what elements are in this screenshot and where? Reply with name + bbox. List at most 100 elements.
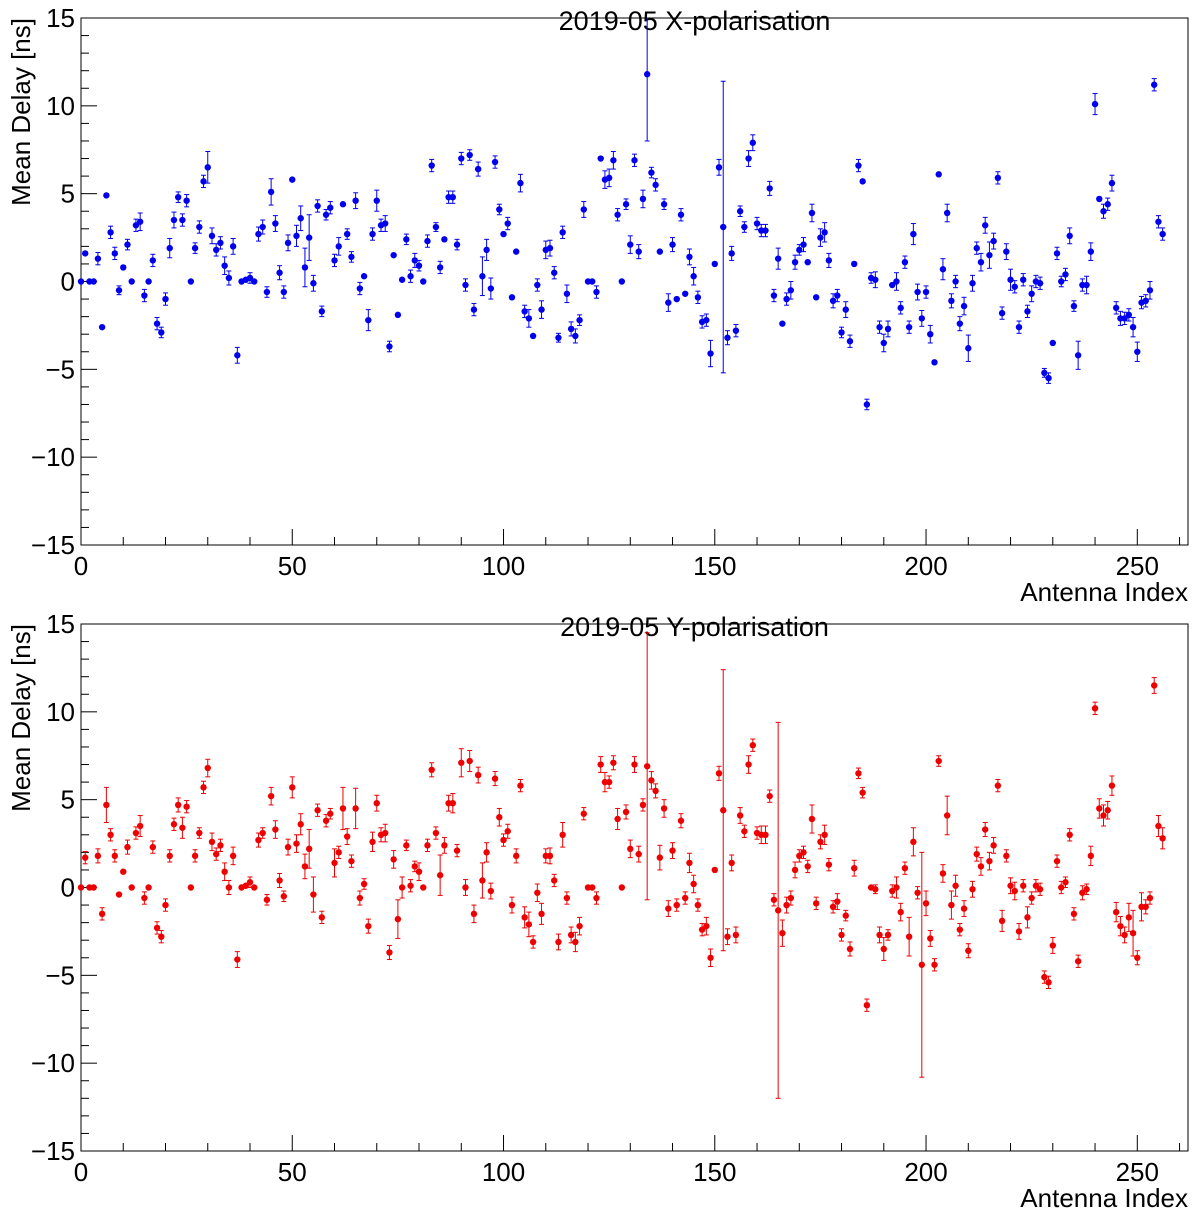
data-point (1125, 311, 1133, 319)
data-point (158, 329, 165, 336)
data-point (660, 805, 668, 812)
data-point (927, 331, 934, 338)
data-point (191, 852, 199, 860)
data-point (373, 197, 380, 204)
data-point (115, 891, 123, 898)
data-point (487, 285, 495, 292)
data-point (732, 327, 740, 334)
data-point (948, 901, 955, 909)
data-point (766, 185, 773, 192)
data-point (521, 914, 528, 921)
data-point (111, 852, 119, 860)
data-point (652, 787, 659, 795)
data-point (808, 815, 816, 823)
data-point (855, 162, 862, 169)
data-point (259, 223, 266, 231)
data-point (496, 814, 503, 821)
data-point (474, 165, 482, 173)
data-point (115, 287, 123, 294)
data-point (905, 933, 913, 940)
data-point (656, 854, 664, 861)
data-point (217, 842, 224, 849)
data-point (1045, 374, 1052, 382)
data-point (1129, 323, 1137, 331)
data-point (1062, 271, 1069, 278)
data-point (576, 316, 583, 324)
data-point (487, 887, 495, 895)
data-point (787, 894, 795, 902)
data-point (576, 922, 583, 930)
data-point (1070, 910, 1078, 918)
data-point (998, 309, 1006, 317)
data-point (82, 250, 89, 257)
data-point (720, 223, 727, 231)
data-point (863, 401, 871, 408)
data-point (441, 236, 448, 243)
y-tick-label: 0 (61, 873, 75, 903)
data-point (174, 193, 182, 201)
x-tick-label: 250 (1116, 1157, 1159, 1187)
data-point (297, 821, 304, 828)
data-point (331, 257, 338, 264)
data-point (98, 910, 106, 918)
data-point (352, 197, 359, 204)
data-point (800, 241, 807, 248)
data-point (1003, 248, 1010, 255)
data-point (1024, 914, 1031, 921)
x-tick-label: 100 (482, 551, 525, 581)
data-point (677, 211, 685, 218)
data-point (698, 926, 706, 933)
data-point (546, 244, 554, 252)
data-point (420, 278, 427, 285)
data-point (859, 178, 866, 185)
data-point (289, 176, 296, 183)
data-point (766, 792, 773, 800)
data-point (1032, 882, 1040, 889)
data-point (1096, 805, 1103, 812)
data-point (466, 151, 473, 159)
data-point (779, 320, 786, 327)
data-point (631, 157, 638, 164)
data-point (496, 206, 503, 213)
y-tick-label: 5 (61, 179, 75, 209)
data-point (977, 863, 985, 870)
data-point (365, 316, 372, 324)
data-point (736, 208, 744, 215)
data-point (276, 269, 283, 276)
data-point (1104, 201, 1111, 208)
data-point (948, 297, 955, 305)
data-point (263, 288, 271, 296)
data-point (1024, 308, 1031, 315)
data-point (703, 316, 710, 324)
data-point (217, 239, 224, 247)
data-point (969, 280, 976, 287)
x-tick-label: 50 (278, 551, 307, 581)
data-point (284, 843, 292, 851)
data-point (407, 882, 414, 889)
data-point (483, 246, 490, 254)
data-point (952, 882, 959, 889)
data-point (272, 826, 279, 833)
data-point (534, 889, 541, 896)
data-point (627, 845, 634, 853)
data-point (648, 169, 655, 176)
data-point (1011, 887, 1018, 895)
data-point (483, 849, 490, 856)
data-point (504, 828, 511, 835)
data-point (1108, 179, 1116, 187)
data-point (348, 253, 355, 261)
data-point (884, 325, 892, 333)
y-tick-label: −15 (31, 530, 75, 560)
data-point (1041, 973, 1048, 981)
data-point (960, 302, 968, 310)
data-point (935, 757, 942, 765)
data-point (808, 209, 816, 217)
x-axis-title: Antenna Index (1020, 577, 1188, 607)
data-point (234, 956, 241, 963)
data-point (791, 866, 799, 874)
data-point (132, 222, 140, 229)
data-point (901, 864, 909, 872)
data-point (170, 216, 178, 224)
